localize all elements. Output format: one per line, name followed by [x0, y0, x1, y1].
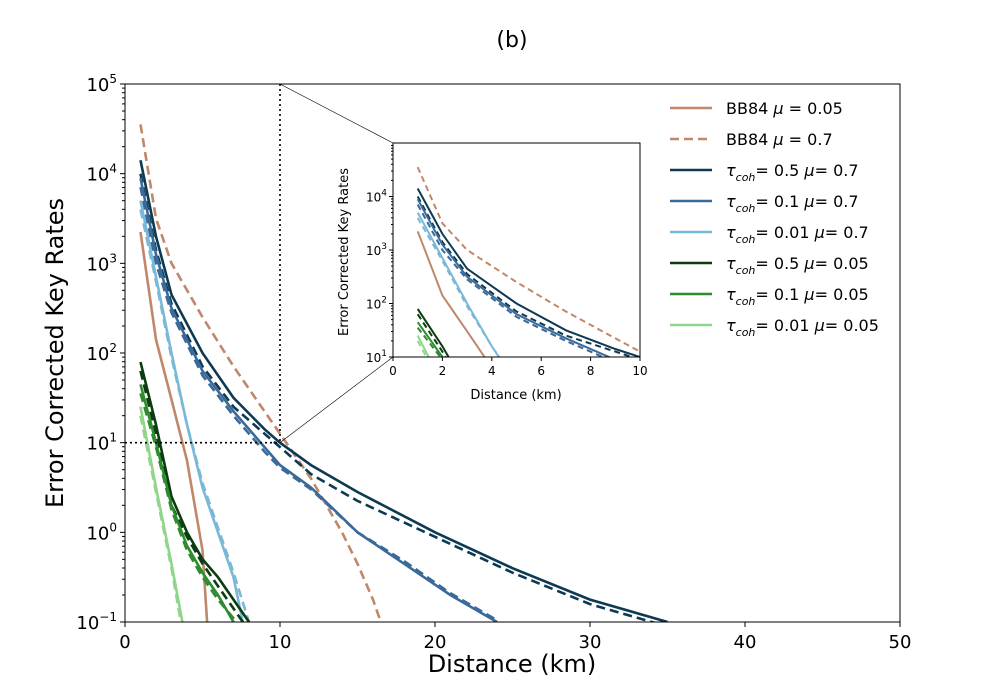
inset-x-tick-label: 0: [389, 364, 397, 378]
inset-y-ticks: 101 102 103 104: [366, 144, 393, 365]
x-tick-label: 40: [734, 632, 757, 653]
legend-entry: τcoh= 0.01 μ= 0.05: [670, 316, 879, 339]
inset-series-line-tau-0-5-mu-0-05: [416, 308, 450, 357]
inset-y-tick-label: 101: [366, 349, 387, 365]
legend-entry: BB84 μ = 0.05: [670, 99, 843, 118]
legend-entry: BB84 μ = 0.7: [670, 130, 833, 149]
inset-series-group: [416, 166, 640, 357]
main-y-ticks: 10−1 100 101 102 103 104 105: [76, 72, 125, 634]
x-tick-label: 20: [424, 632, 447, 653]
inset-series-line-tau-0-01-mu-0-7: [416, 212, 501, 357]
inset-series-line-tau-0-5-mu-0-7: [416, 188, 640, 357]
inset-x-axis-title: Distance (km): [470, 388, 561, 403]
y-tick-label: 10−1: [76, 610, 117, 634]
series-line-bb84-mu-0-05: [139, 231, 209, 622]
series-line-tau-0-1-mu-0-7-dashed: [139, 186, 498, 622]
legend-label: τcoh= 0.01 μ= 0.05: [726, 316, 879, 339]
chart-title: (b): [496, 28, 527, 53]
inset-y-tick-label: 104: [366, 189, 387, 205]
legend-entry: τcoh= 0.5 μ= 0.7: [670, 161, 859, 184]
legend-label: τcoh= 0.1 μ= 0.7: [726, 192, 859, 215]
series-line-tau-0-01-mu-0-05-dashed: [139, 415, 183, 622]
series-line-tau-0-01-mu-0-7-dashed: [139, 209, 251, 622]
legend-label: τcoh= 0.1 μ= 0.05: [726, 285, 869, 308]
x-tick-label: 0: [119, 632, 130, 653]
inset-series-line-tau-0-1-mu-0-7: [416, 198, 612, 357]
y-tick-label: 103: [86, 251, 117, 275]
series-line-tau-0-5-mu-0-05-dashed: [139, 370, 244, 622]
inset-series-line-bb84-mu-0-05: [416, 230, 486, 357]
inset-series-line-tau-0-5-mu-0-7-dashed: [416, 196, 635, 357]
zoom-connector-top: [279, 83, 394, 144]
main-series-group: [139, 124, 668, 622]
main-y-axis-title: Error Corrected Key Rates: [41, 198, 69, 508]
legend-entry: τcoh= 0.5 μ= 0.05: [670, 254, 869, 277]
series-line-bb84-mu-0-7: [139, 124, 383, 622]
legend: BB84 μ = 0.05 BB84 μ = 0.7 τcoh= 0.5 μ= 0.…: [670, 99, 879, 339]
inset-x-ticks: 0 2 4 6 8 10: [389, 357, 648, 378]
legend-entry: τcoh= 0.1 μ= 0.7: [670, 192, 859, 215]
legend-label: τcoh= 0.5 μ= 0.7: [726, 161, 859, 184]
series-line-tau-0-5-mu-0-7: [139, 159, 668, 622]
y-tick-label: 101: [86, 431, 117, 455]
inset-plot: 0 2 4 6 8 10 101 102 103 104 Distance (km) Error…: [337, 142, 648, 403]
inset-y-axis-title: Error Corrected Key Rates: [337, 168, 352, 336]
series-line-tau-0-5-mu-0-05: [139, 361, 251, 622]
main-x-axis-title: Distance (km): [428, 650, 597, 678]
y-tick-label: 104: [86, 162, 117, 186]
inset-x-tick-label: 2: [439, 364, 447, 378]
legend-entry: τcoh= 0.01 μ= 0.7: [670, 223, 869, 246]
inset-x-tick-label: 4: [488, 364, 496, 378]
x-tick-label: 50: [889, 632, 912, 653]
legend-label: BB84 μ = 0.7: [726, 130, 833, 149]
y-tick-label: 102: [86, 341, 117, 365]
main-x-ticks: 0 10 20 30 40 50: [119, 622, 911, 653]
inset-background: [393, 143, 640, 357]
inset-y-tick-label: 102: [366, 296, 387, 312]
legend-entry: τcoh= 0.1 μ= 0.05: [670, 285, 869, 308]
inset-x-tick-label: 8: [587, 364, 595, 378]
x-tick-label: 30: [579, 632, 602, 653]
legend-label: BB84 μ = 0.05: [726, 99, 843, 118]
x-tick-label: 10: [269, 632, 292, 653]
inset-y-tick-label: 103: [366, 242, 387, 258]
legend-label: τcoh= 0.5 μ= 0.05: [726, 254, 869, 277]
y-tick-label: 100: [86, 520, 117, 544]
zoom-connector-bottom: [279, 356, 394, 443]
legend-label: τcoh= 0.01 μ= 0.7: [726, 223, 869, 246]
y-tick-label: 105: [86, 72, 117, 96]
zoom-guides: [125, 83, 394, 444]
series-line-tau-0-1-mu-0-7: [139, 177, 498, 622]
inset-series-line-tau-0-1-mu-0-7-dashed: [416, 204, 606, 357]
inset-x-tick-label: 10: [632, 364, 647, 378]
inset-x-tick-label: 6: [537, 364, 545, 378]
